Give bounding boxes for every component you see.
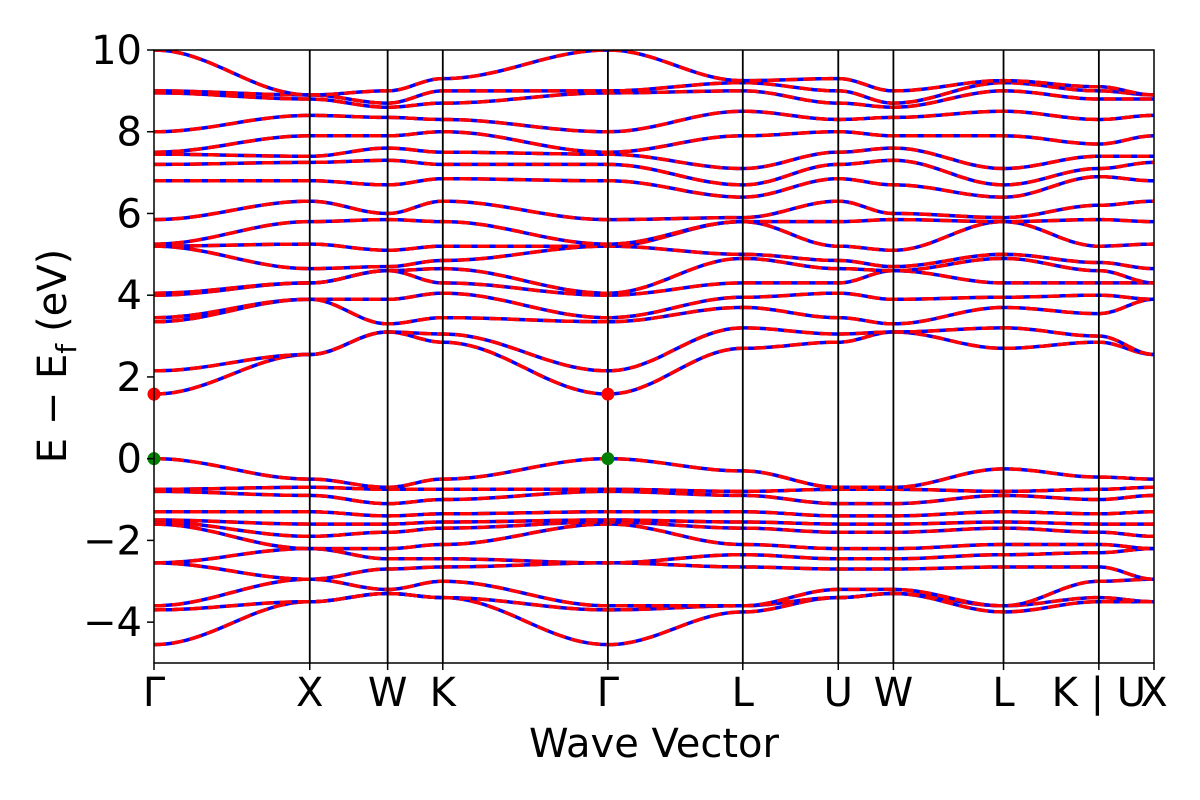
y-tick-label: −2 <box>83 518 142 564</box>
x-tick-label: U <box>824 670 853 716</box>
cbm-marker <box>601 387 615 401</box>
plot-frame <box>153 49 1155 664</box>
x-tick-label: K | U <box>1052 670 1146 716</box>
x-tick-label: K <box>430 670 458 716</box>
y-tick-label: 10 <box>91 28 142 74</box>
x-tick-label: X <box>1140 670 1167 716</box>
x-tick-label: L <box>992 670 1015 716</box>
x-axis-title: Wave Vector <box>529 721 780 767</box>
x-tick-label: L <box>732 670 755 716</box>
band-line-red-28 <box>154 80 1154 105</box>
y-tick-label: 2 <box>117 355 142 401</box>
x-tick-label: X <box>296 670 323 716</box>
y-axis-ticks: −4 −2 0 2 4 6 8 10 <box>83 28 154 646</box>
y-tick-label: −4 <box>83 600 142 646</box>
band-line-red-8 <box>154 510 1154 518</box>
band-edge-markers <box>147 387 615 466</box>
band-line-red-3 <box>154 561 1154 581</box>
band-line-red-18 <box>154 244 1154 271</box>
band-line-red-19 <box>154 219 1154 252</box>
y-tick-label: 4 <box>117 273 142 319</box>
band-line-red-23 <box>154 158 1154 187</box>
y-axis-title-main: E − E <box>30 354 76 464</box>
band-line-red-0 <box>154 591 1154 647</box>
band-line-red-25 <box>154 129 1154 154</box>
y-axis-title-subscript: f <box>50 343 83 354</box>
band-line-red-4 <box>154 546 1154 565</box>
band-line-red-9 <box>154 489 1154 506</box>
band-line-red-24 <box>154 146 1154 171</box>
band-line-red-7 <box>154 518 1154 526</box>
y-axis-title-unit: (eV) <box>30 249 76 332</box>
y-tick-label: 0 <box>117 437 142 483</box>
y-tick-label: 6 <box>117 191 142 237</box>
y-tick-label: 8 <box>117 110 142 156</box>
band-line-red-22 <box>154 174 1154 199</box>
band-line-red-6 <box>154 520 1154 539</box>
x-tick-label: W <box>874 670 914 716</box>
band-line-red-10 <box>154 485 1154 494</box>
x-tick-label: Γ <box>597 670 620 716</box>
x-tick-label: W <box>368 670 408 716</box>
vbm-marker <box>601 452 615 466</box>
band-line-red-1 <box>154 591 1154 612</box>
high-symmetry-lines <box>308 50 1100 663</box>
band-line-red-11 <box>154 456 1154 490</box>
band-line-red-26 <box>154 109 1154 134</box>
y-axis-title: E − Ef (eV) <box>30 249 83 464</box>
band-line-red-27 <box>154 89 1154 109</box>
x-tick-label: Γ <box>143 670 166 716</box>
